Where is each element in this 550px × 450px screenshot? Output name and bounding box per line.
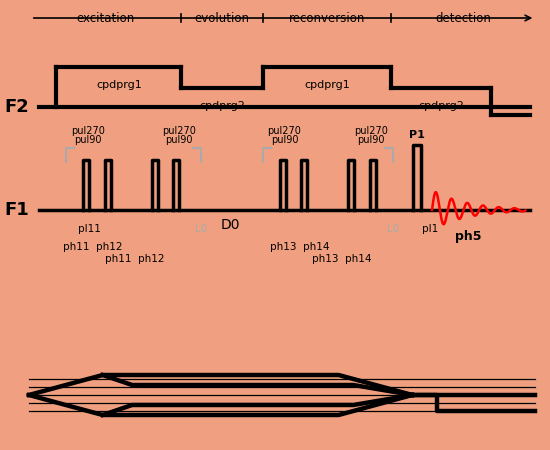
Text: cpdprg2: cpdprg2 bbox=[199, 101, 245, 111]
Text: pl11: pl11 bbox=[79, 224, 101, 234]
Text: detection: detection bbox=[436, 12, 491, 25]
Text: ph13  ph14: ph13 ph14 bbox=[270, 242, 329, 252]
Text: cpdprg1: cpdprg1 bbox=[96, 80, 142, 90]
Text: pul90: pul90 bbox=[271, 135, 298, 145]
Text: ph11  ph12: ph11 ph12 bbox=[63, 242, 123, 252]
Text: pul270: pul270 bbox=[268, 126, 301, 136]
Text: P1: P1 bbox=[409, 130, 425, 140]
Text: pul270: pul270 bbox=[354, 126, 388, 136]
Text: pul270: pul270 bbox=[162, 126, 196, 136]
Text: L0: L0 bbox=[195, 224, 207, 234]
Text: pul90: pul90 bbox=[166, 135, 193, 145]
Text: cpdprg1: cpdprg1 bbox=[304, 80, 350, 90]
Text: cpdprg2: cpdprg2 bbox=[418, 101, 464, 111]
Text: F2: F2 bbox=[4, 98, 29, 116]
Text: F1: F1 bbox=[4, 201, 29, 219]
Text: pul90: pul90 bbox=[74, 135, 102, 145]
Text: excitation: excitation bbox=[76, 12, 135, 25]
Text: L0: L0 bbox=[387, 224, 399, 234]
Text: ph13  ph14: ph13 ph14 bbox=[312, 254, 371, 264]
Text: pul90: pul90 bbox=[358, 135, 385, 145]
Text: ph11  ph12: ph11 ph12 bbox=[106, 254, 165, 264]
Text: reconversion: reconversion bbox=[289, 12, 365, 25]
Text: ph5: ph5 bbox=[455, 230, 482, 243]
Text: evolution: evolution bbox=[194, 12, 249, 25]
Text: pl1: pl1 bbox=[422, 224, 438, 234]
Text: pul270: pul270 bbox=[71, 126, 105, 136]
Text: D0: D0 bbox=[221, 218, 240, 232]
